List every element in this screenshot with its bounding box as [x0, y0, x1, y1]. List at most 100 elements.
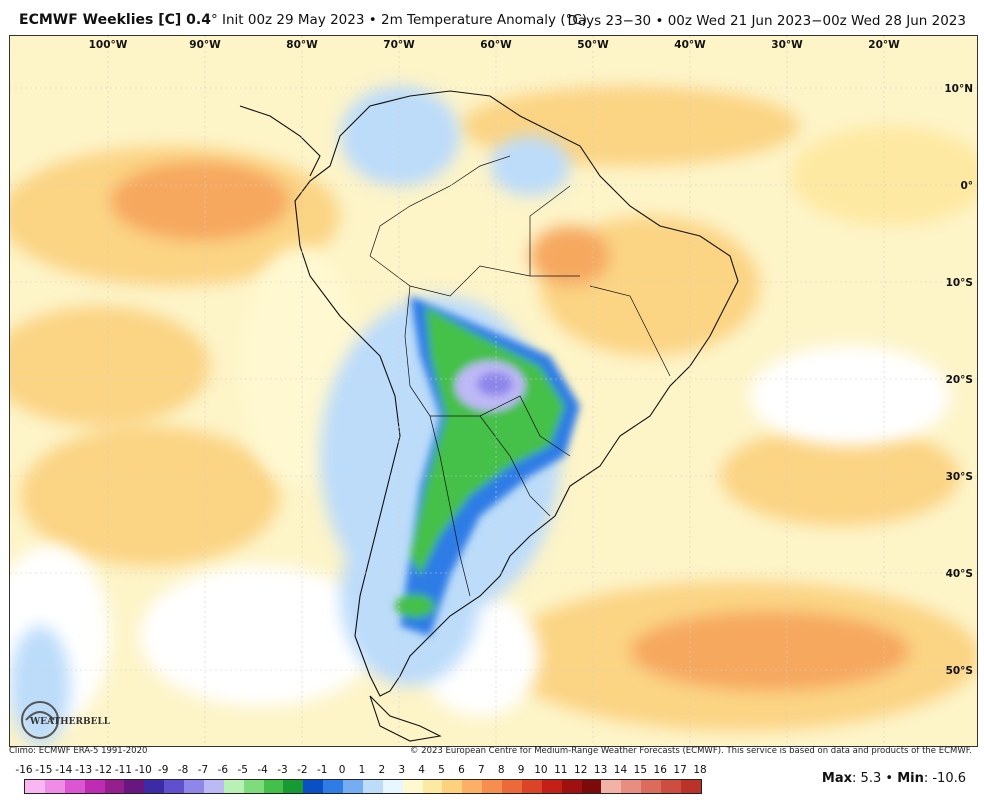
colorbar-tick-label: 10	[534, 764, 548, 776]
cold-core	[395, 296, 580, 636]
colorbar-swatch	[641, 780, 661, 793]
colorbar-swatch	[323, 780, 343, 793]
lat-label: 10°N	[944, 83, 973, 95]
colorbar-tick-label: 3	[398, 764, 406, 776]
climo-note: Climo: ECMWF ERA-5 1991-2020	[9, 746, 148, 756]
colorbar-tick-label: -7	[197, 764, 209, 776]
map-canvas: 100°W 90°W 80°W 70°W 60°W 50°W 40°W 30°W…	[10, 36, 977, 746]
colorbar-swatch	[581, 780, 602, 793]
colorbar-swatch	[64, 780, 85, 793]
colorbar-swatch	[243, 780, 264, 793]
colorbar-tick-label: 15	[633, 764, 648, 776]
colorbar-tick-label: -2	[297, 764, 308, 776]
colorbar-tick-label: -4	[257, 764, 268, 776]
max-label: Max	[821, 771, 853, 786]
latitude-labels: 10°N 0° 10°S 20°S 30°S 40°S 50°S	[944, 83, 973, 677]
colorbar-swatch	[343, 780, 363, 793]
colorbar-swatch	[44, 780, 65, 793]
map-title: ECMWF Weeklies [C] 0.4° Init 00z 29 May …	[19, 12, 587, 28]
min-value: -10.6	[932, 771, 966, 786]
colorbar-swatch	[184, 780, 204, 793]
colorbar-tick-label: -3	[277, 764, 288, 776]
colorbar-tick-label: -8	[177, 764, 189, 776]
colorbar-tick-label: -9	[157, 764, 169, 776]
lon-label: 40°W	[674, 39, 706, 51]
colorbar-swatch	[462, 780, 483, 793]
lat-label: 40°S	[946, 568, 973, 580]
colorbar-swatch	[362, 780, 383, 793]
lon-label: 20°W	[868, 39, 900, 51]
separator: •	[885, 771, 894, 786]
colorbar-swatch	[661, 780, 681, 793]
longitude-labels: 100°W 90°W 80°W 70°W 60°W 50°W 40°W 30°W…	[89, 39, 901, 51]
colorbar-swatch	[164, 780, 184, 793]
max-value: 5.3	[860, 771, 882, 786]
colorbar-tick-label: -1	[316, 764, 328, 776]
colorbar-swatch	[402, 780, 423, 793]
colorbar-swatch	[84, 780, 105, 793]
colorbar-tick-label: 0	[338, 764, 346, 776]
colorbar-swatch	[621, 780, 642, 793]
colorbar-swatch	[442, 780, 463, 793]
lon-label: 70°W	[383, 39, 415, 51]
lon-label: 60°W	[480, 39, 512, 51]
lat-label: 20°S	[946, 374, 973, 386]
lat-label: 10°S	[946, 277, 973, 289]
colorbar-swatch	[144, 780, 165, 793]
colorbar-tick-label: -5	[237, 764, 248, 776]
valid-period: Days 23−30 • 00z Wed 21 Jun 2023−00z Wed…	[567, 13, 967, 29]
colorbar-tick-label: -14	[55, 764, 73, 776]
lat-label: 30°S	[946, 471, 973, 483]
colorbar-tick-label: -11	[114, 764, 132, 776]
subtitle-text: ° Init 00z 29 May 2023 • 2m Temperature …	[210, 12, 588, 28]
colorbar-swatch	[422, 780, 443, 793]
colorbar-tick-label: -15	[35, 764, 53, 776]
logo-text: WEATHERBELL	[29, 717, 111, 727]
colorbar-swatch	[263, 780, 284, 793]
colorbar-tick-label: 6	[458, 764, 465, 776]
colorbar-tick-label: -6	[217, 764, 229, 776]
min-label: Min	[897, 771, 924, 786]
copyright-note: © 2023 European Centre for Medium-Range …	[409, 746, 972, 756]
header: ECMWF Weeklies [C] 0.4° Init 00z 29 May …	[0, 0, 984, 34]
colorbar-tick-label: 16	[653, 764, 667, 776]
graticule	[10, 36, 977, 746]
colorbar-swatch	[521, 780, 542, 793]
colorbar-tick-label: 9	[517, 764, 525, 776]
colorbar-tick-label: -13	[75, 764, 93, 776]
colorbar-tick-label: 2	[378, 764, 386, 776]
colorbar-tick-label: 7	[477, 764, 485, 776]
colorbar-tick-label: 13	[593, 764, 608, 776]
colorbar-swatch	[124, 780, 145, 793]
colorbar-swatch	[502, 780, 522, 793]
weatherbell-logo: WEATHERBELL	[21, 701, 111, 739]
colorbar-swatch	[680, 780, 701, 793]
anomaly-map: 100°W 90°W 80°W 70°W 60°W 50°W 40°W 30°W…	[9, 35, 978, 747]
colorbar-swatch	[104, 780, 125, 793]
colorbar-swatch	[283, 780, 304, 793]
colorbar-swatch	[382, 780, 403, 793]
colorbar-tick-label: 17	[673, 764, 687, 776]
colorbar-tick-label: 12	[574, 764, 588, 776]
colorbar-tick-label: 4	[418, 764, 425, 776]
colorbar-tick-label: -10	[134, 764, 152, 776]
colorbar-tick-label: 8	[497, 764, 505, 776]
colorbar-swatch	[25, 780, 45, 793]
colorbar-labels: -16 -15 -14 -13 -12 -11 -10 -9 -8 -7 -6 -5 -4 -3 -2 -1 0…	[15, 764, 707, 778]
lat-label: 0°	[960, 180, 973, 192]
colorbar-swatch	[601, 780, 622, 793]
colorbar-swatch	[482, 780, 502, 793]
colorbar-tick-label: 1	[358, 764, 366, 776]
colorbar-swatch	[303, 780, 324, 793]
colorbar-swatch	[223, 780, 244, 793]
colorbar-tick-label: 18	[693, 764, 707, 776]
lon-label: 50°W	[577, 39, 609, 51]
lon-label: 90°W	[189, 39, 221, 51]
colorbar-tick-label: 5	[438, 764, 445, 776]
colorbar-swatch	[541, 780, 562, 793]
colorbar-tick-label: -12	[94, 764, 113, 776]
colorbar-tick-label: -16	[15, 764, 33, 776]
colorbar-tick-label: 11	[554, 764, 568, 776]
max-min-readout: Max: 5.3 • Min: -10.6	[821, 771, 966, 786]
colorbar-swatch	[203, 780, 224, 793]
